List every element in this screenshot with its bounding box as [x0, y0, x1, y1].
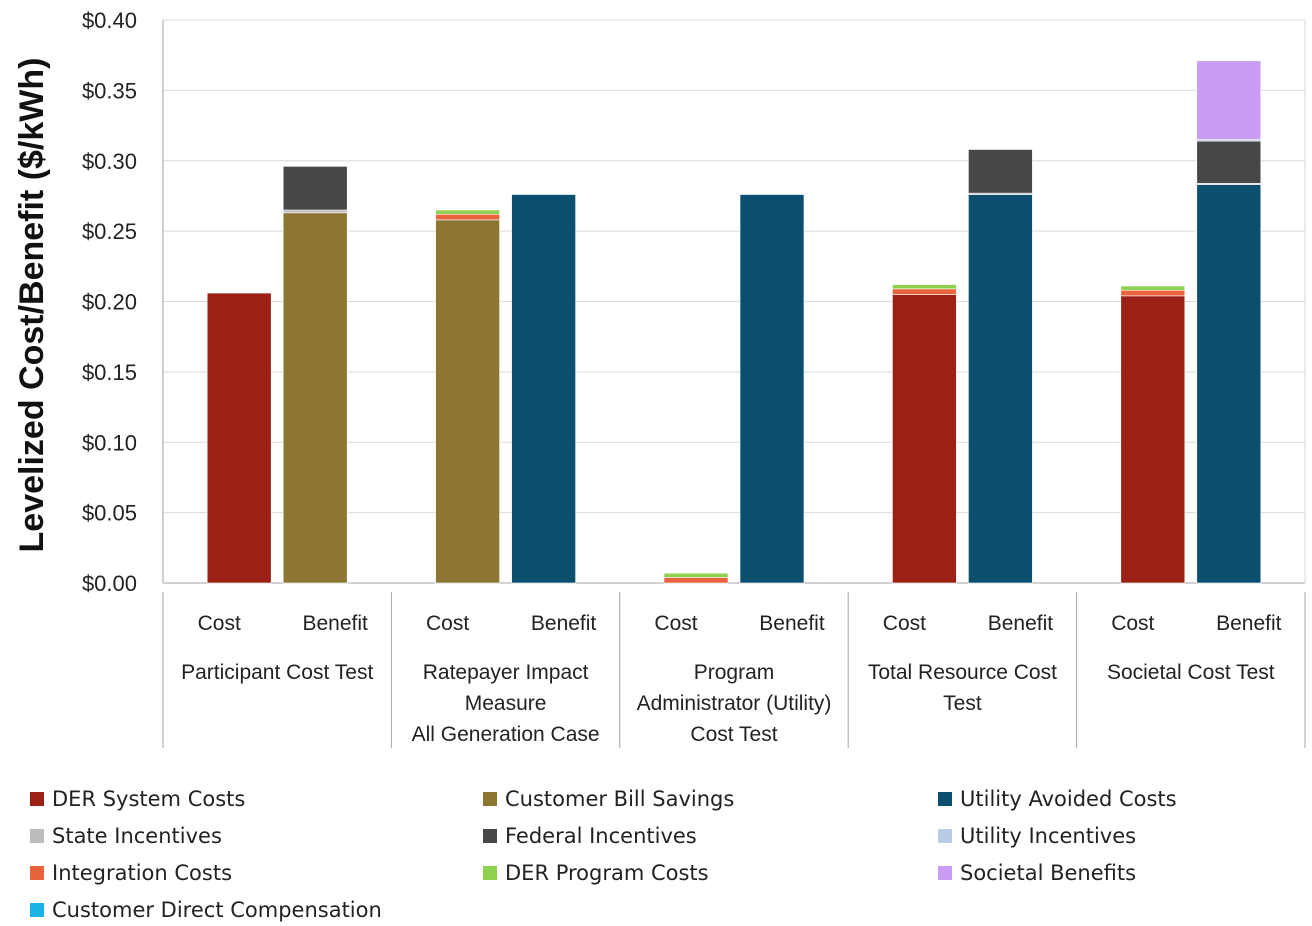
bar-segment-der-program-costs: [663, 572, 729, 578]
legend-label: Societal Benefits: [960, 861, 1137, 885]
y-tick-label: $0.40: [82, 8, 137, 33]
y-tick-label: $0.15: [82, 360, 137, 385]
bar-segment-der-system-costs: [206, 292, 272, 584]
y-tick-label: $0.20: [82, 290, 137, 315]
bar-segment-der-system-costs: [1120, 295, 1186, 584]
bar-segment-federal-incentives: [1196, 140, 1262, 184]
bar-segment-federal-incentives: [968, 149, 1033, 194]
bar-label: Cost: [883, 612, 926, 635]
bar-segment-der-program-costs: [1120, 285, 1186, 291]
bar-segment-der-system-costs: [892, 294, 957, 584]
legend-swatch: [483, 792, 497, 806]
legend-item-utility-avoided-costs: Utility Avoided Costs: [938, 785, 1177, 813]
legend-swatch: [483, 866, 497, 880]
bar-segment-customer-bill-savings: [282, 212, 348, 584]
legend-swatch: [30, 866, 44, 880]
bar-label: Benefit: [531, 612, 597, 635]
gridlines: [162, 19, 1306, 584]
x-axis: Cost Benefit Participant Cost Test Cost Bene…: [162, 592, 1306, 748]
bar-label: Benefit: [1216, 612, 1282, 635]
legend-item-der-program-costs: DER Program Costs: [483, 859, 709, 887]
legend-label: Utility Avoided Costs: [960, 787, 1177, 811]
bar-segment-der-program-costs: [435, 209, 500, 215]
legend-label: State Incentives: [52, 824, 222, 848]
y-tick-label: $0.00: [82, 571, 137, 596]
group-label: Measure: [465, 692, 547, 715]
chart-legend: DER System Costs Customer Bill Savings Uti…: [30, 785, 1300, 925]
legend-item-der-system-costs: DER System Costs: [30, 785, 245, 813]
legend-label: Federal Incentives: [505, 824, 697, 848]
bar-label: Benefit: [759, 612, 825, 635]
group-label: Administrator (Utility): [637, 692, 832, 715]
bar-segment-integration-costs: [892, 288, 957, 295]
bar-segment-utility-avoided-costs: [1196, 184, 1262, 584]
bar-segment-der-program-costs: [892, 284, 957, 290]
group-label: Program: [694, 661, 775, 684]
legend-label: DER Program Costs: [505, 861, 709, 885]
bar-segment-customer-bill-savings: [435, 219, 500, 584]
legend-item-utility-incentives: Utility Incentives: [938, 822, 1136, 850]
group-label: Ratepayer Impact: [423, 661, 589, 684]
group-label: Test: [943, 692, 982, 715]
legend-label: Utility Incentives: [960, 824, 1137, 848]
legend-item-state-incentives: State Incentives: [30, 822, 222, 850]
bar-segment-integration-costs: [1120, 289, 1186, 297]
legend-label: Customer Direct Compensation: [52, 898, 382, 922]
y-axis-title: Levelized Cost/Benefit ($/kWh): [13, 58, 51, 553]
stacked-bar-chart: $0.00 $0.05 $0.10 $0.15 $0.20 $0.25 $0.30 $0.35…: [13, 8, 1306, 748]
bar-label: Benefit: [988, 612, 1054, 635]
legend-swatch: [483, 829, 497, 843]
bar-segment-federal-incentives: [282, 166, 348, 211]
bar-label: Cost: [426, 612, 469, 635]
legend-label: Integration Costs: [52, 861, 233, 885]
bar-label: Benefit: [303, 612, 369, 635]
legend-item-customer-direct-compensation: Customer Direct Compensation: [30, 896, 382, 924]
legend-item-integration-costs: Integration Costs: [30, 859, 232, 887]
bar-segment-integration-costs: [663, 577, 729, 584]
group-label: Participant Cost Test: [181, 661, 373, 684]
group-label: Total Resource Cost: [868, 661, 1057, 684]
bar-segment-integration-costs: [435, 213, 500, 221]
legend-swatch: [938, 866, 952, 880]
legend-swatch: [30, 829, 44, 843]
bar-segment-societal-benefits: [1196, 60, 1262, 140]
bar-label: Cost: [1111, 612, 1154, 635]
y-tick-label: $0.35: [82, 78, 137, 103]
y-axis-ticks: $0.00 $0.05 $0.10 $0.15 $0.20 $0.25 $0.30 $0.35…: [82, 8, 137, 596]
legend-label: Customer Bill Savings: [505, 787, 735, 811]
legend-swatch: [30, 903, 44, 917]
y-tick-label: $0.05: [82, 501, 137, 526]
bar-label: Cost: [198, 612, 241, 635]
legend-swatch: [938, 792, 952, 806]
legend-swatch: [30, 792, 44, 806]
legend-item-federal-incentives: Federal Incentives: [483, 822, 697, 850]
legend-label: DER System Costs: [52, 787, 246, 811]
bar-segment-state-incentives: [282, 209, 348, 214]
y-tick-label: $0.30: [82, 149, 137, 174]
y-tick-label: $0.10: [82, 430, 137, 455]
y-tick-label: $0.25: [82, 219, 137, 244]
bar-label: Cost: [654, 612, 697, 635]
legend-swatch: [938, 829, 952, 843]
bar-segment-utility-avoided-costs: [739, 194, 805, 584]
legend-item-societal-benefits: Societal Benefits: [938, 859, 1136, 887]
bar-segment-utility-avoided-costs: [511, 194, 576, 584]
legend-item-customer-bill-savings: Customer Bill Savings: [483, 785, 734, 813]
group-label: Societal Cost Test: [1107, 661, 1275, 684]
bars: [206, 60, 1262, 584]
bar-segment-utility-avoided-costs: [968, 194, 1033, 584]
group-label: All Generation Case: [412, 723, 600, 746]
group-label: Cost Test: [690, 723, 777, 746]
